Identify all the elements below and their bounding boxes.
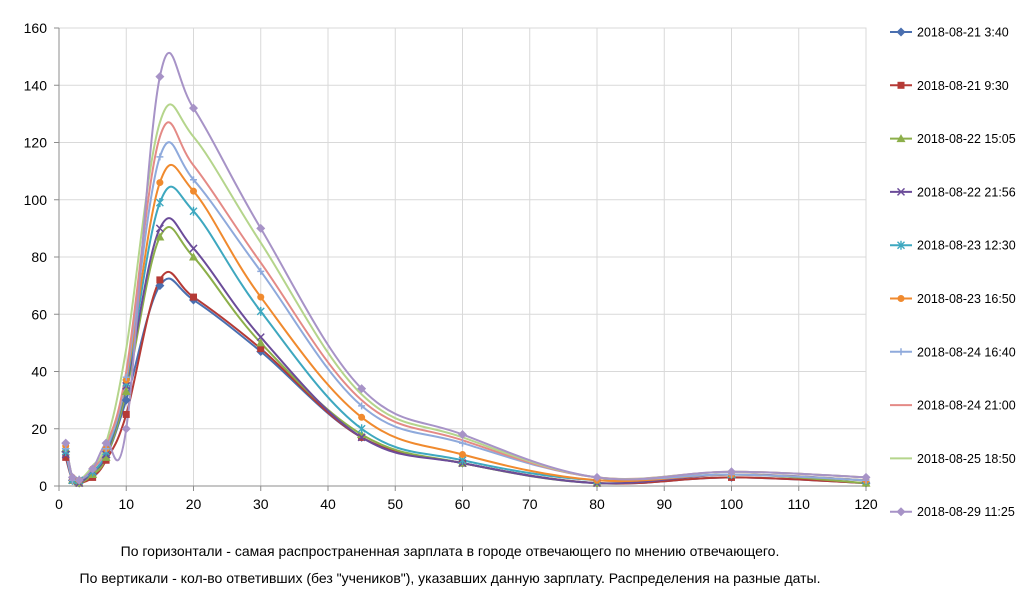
data-point	[155, 232, 165, 241]
data-point	[122, 410, 130, 418]
data-point	[155, 198, 164, 208]
data-point	[189, 206, 198, 216]
legend: 2018-08-21 3:40 2018-08-21 9:30 2018-08-22…	[890, 26, 1016, 519]
data-point	[190, 187, 197, 195]
y-tick-label: 140	[24, 77, 48, 93]
data-point	[121, 387, 131, 396]
legend-marker	[897, 81, 905, 89]
x-tick-label: 100	[720, 496, 744, 512]
data-point	[727, 467, 736, 477]
x-tick-label: 30	[253, 496, 269, 512]
y-tick-label: 20	[31, 421, 47, 437]
x-tick-label: 60	[455, 496, 471, 512]
data-point	[101, 452, 111, 461]
legend-marker	[897, 240, 905, 250]
x-tick-label: 50	[387, 496, 403, 512]
x-tick-label: 10	[118, 496, 134, 512]
data-point	[155, 224, 164, 233]
legend-label: 2018-08-24 16:40	[917, 345, 1016, 359]
data-point	[61, 438, 71, 448]
data-point	[121, 395, 131, 405]
data-point	[358, 402, 366, 410]
legend-label: 2018-08-24 21:00	[917, 399, 1016, 413]
legend-label: 2018-08-22 21:56	[917, 185, 1016, 199]
data-point	[101, 438, 111, 448]
legend-marker	[896, 134, 906, 143]
data-point	[190, 293, 197, 301]
legend-marker	[897, 295, 905, 302]
caption-line-1: По горизонтали - самая распространенная …	[120, 543, 780, 559]
data-point	[357, 433, 366, 442]
caption-line-2: По вертикали - кол-во ответивших (без "у…	[79, 570, 821, 586]
data-point	[88, 464, 98, 474]
data-point	[357, 384, 367, 394]
data-point	[357, 424, 366, 434]
data-point	[256, 306, 265, 316]
data-point	[256, 223, 266, 233]
x-tick-label: 0	[55, 496, 63, 512]
y-tick-label: 0	[39, 478, 47, 494]
legend-label: 2018-08-21 3:40	[917, 26, 1009, 40]
x-tick-label: 40	[320, 496, 336, 512]
data-point	[121, 424, 131, 434]
x-tick-label: 80	[589, 496, 605, 512]
legend-marker	[896, 187, 906, 196]
legend-marker	[897, 348, 905, 356]
legend-label: 2018-08-25 18:50	[917, 452, 1016, 466]
y-tick-label: 80	[31, 249, 47, 265]
legend-marker	[896, 27, 906, 37]
data-point	[155, 72, 165, 82]
data-point	[74, 475, 84, 485]
legend-label: 2018-08-21 9:30	[917, 79, 1009, 93]
legend-label: 2018-08-23 16:50	[917, 292, 1016, 306]
data-point	[257, 267, 265, 275]
series-markers	[61, 72, 871, 488]
y-tick-label: 100	[24, 192, 48, 208]
data-point	[257, 293, 265, 301]
data-point	[189, 244, 198, 253]
data-point	[459, 451, 466, 459]
data-point	[257, 345, 265, 353]
legend-label: 2018-08-23 12:30	[917, 239, 1016, 253]
data-point	[190, 176, 197, 184]
data-point	[156, 179, 164, 187]
data-point	[189, 103, 198, 113]
data-point	[189, 252, 198, 261]
x-tick-label: 90	[656, 496, 672, 512]
x-tick-label: 70	[522, 496, 538, 512]
data-point	[459, 439, 466, 447]
data-point	[156, 276, 164, 284]
data-point	[458, 429, 467, 439]
data-point	[861, 472, 871, 482]
y-tick-label: 40	[31, 364, 47, 380]
y-tick-label: 120	[24, 135, 48, 151]
data-point	[67, 472, 77, 482]
x-tick-label: 110	[788, 496, 811, 512]
data-point	[256, 338, 266, 347]
axes: 0 10 20 30 40 50 60 70 80 90 100 110 120 0 20 40 60 80 100…	[24, 20, 878, 512]
data-point	[122, 373, 130, 381]
x-tick-label: 120	[854, 496, 878, 512]
legend-label: 2018-08-22 15:05	[917, 132, 1016, 146]
data-point	[256, 333, 265, 342]
data-point	[156, 153, 164, 161]
data-point	[358, 413, 366, 421]
x-tick-label: 20	[186, 496, 202, 512]
legend-label: 2018-08-29 11:25	[917, 505, 1015, 519]
legend-marker	[896, 507, 906, 517]
data-point	[62, 453, 70, 461]
y-tick-label: 60	[31, 306, 47, 322]
y-tick-label: 160	[24, 20, 48, 36]
data-point	[592, 472, 602, 482]
